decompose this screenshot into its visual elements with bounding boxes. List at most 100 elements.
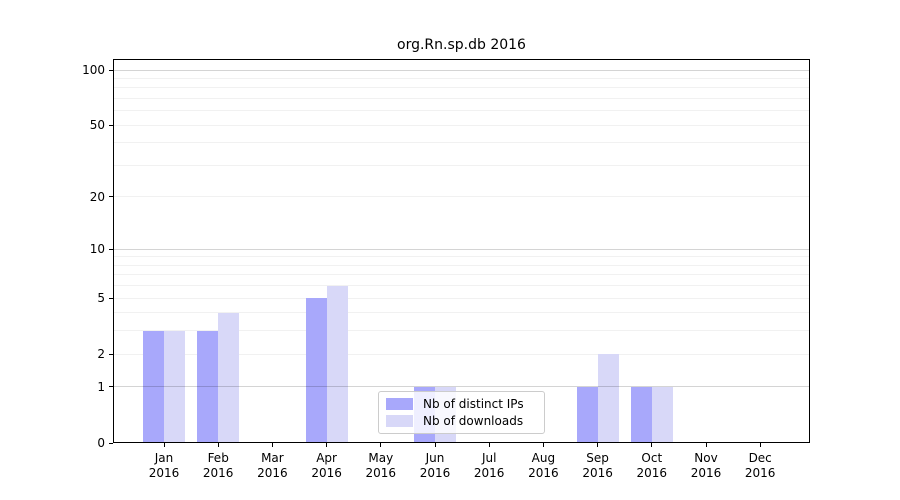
legend: Nb of distinct IPs Nb of downloads xyxy=(378,391,545,434)
x-tickmark-dec xyxy=(759,443,761,447)
bar-downloads-oct xyxy=(651,386,673,443)
bar-distinct-ips-sep xyxy=(576,386,598,443)
y-tick-label-5: 5 xyxy=(97,291,105,306)
y-tick-label-10: 10 xyxy=(89,242,105,257)
x-tick-year: 2016 xyxy=(690,466,722,480)
x-tickmark-jul xyxy=(488,443,490,447)
x-tick-label-oct: Oct 2016 xyxy=(622,451,682,481)
legend-swatch-distinct-ips xyxy=(386,398,413,410)
x-tick-month: Nov xyxy=(694,451,718,465)
minor-gridline-2 xyxy=(114,353,809,355)
x-tick-year: 2016 xyxy=(257,466,288,480)
y-tickmark-0 xyxy=(109,442,113,444)
chart-title: org.Rn.sp.db 2016 xyxy=(397,37,526,53)
y-tick-label-100: 100 xyxy=(82,63,105,77)
x-tickmark-aug xyxy=(542,443,544,447)
plot-frame xyxy=(113,59,810,443)
minor-gridline-60 xyxy=(114,110,809,112)
x-tick-label-mar: Mar 2016 xyxy=(242,451,302,481)
x-tick-label-dec: Dec 2016 xyxy=(730,451,790,481)
legend-row-1: Nb of downloads xyxy=(386,414,536,428)
x-tick-year: 2016 xyxy=(636,466,668,480)
major-gridline-10 xyxy=(114,248,809,250)
bar-downloads-sep xyxy=(597,354,619,443)
x-tick-year: 2016 xyxy=(148,466,180,480)
y-tick-label-1: 1 xyxy=(97,379,105,394)
minor-gridline-90 xyxy=(114,77,809,79)
x-tickmark-jan xyxy=(163,443,165,447)
minor-gridline-30 xyxy=(114,164,809,166)
y-tickmark-5 xyxy=(109,297,113,299)
x-tick-label-jan: Jan 2016 xyxy=(134,451,194,481)
legend-swatch-downloads xyxy=(386,415,413,427)
y-tick-label-2: 2 xyxy=(97,347,105,362)
bar-distinct-ips-oct xyxy=(630,386,652,443)
x-tick-label-may: May 2016 xyxy=(351,451,411,481)
bar-distinct-ips-jan xyxy=(143,330,164,443)
y-tick-label-50: 50 xyxy=(89,118,105,133)
minor-gridline-4 xyxy=(114,312,809,314)
x-tickmark-oct xyxy=(651,443,653,447)
x-tick-month: Oct xyxy=(641,451,663,465)
y-tickmark-1 xyxy=(109,386,113,388)
x-tick-year: 2016 xyxy=(311,466,342,480)
minor-gridline-8 xyxy=(114,264,809,266)
minor-gridline-20 xyxy=(114,196,809,198)
minor-gridline-70 xyxy=(114,97,809,99)
x-tick-month: Jul xyxy=(481,451,497,465)
x-tick-month: May xyxy=(368,451,394,465)
minor-gridline-7 xyxy=(114,274,809,276)
x-tickmark-jun xyxy=(434,443,436,447)
bar-downloads-feb xyxy=(218,312,240,443)
x-tick-year: 2016 xyxy=(744,466,776,480)
y-tickmark-20 xyxy=(109,196,113,198)
legend-row-0: Nb of distinct IPs xyxy=(386,397,536,411)
x-tick-label-jul: Jul 2016 xyxy=(459,451,519,481)
y-tick-label-0: 0 xyxy=(97,436,105,450)
minor-gridline-80 xyxy=(114,87,809,89)
minor-gridline-5 xyxy=(114,297,809,299)
x-tickmark-may xyxy=(380,443,382,447)
y-tickmark-100 xyxy=(109,69,113,71)
legend-label-downloads: Nb of downloads xyxy=(423,414,524,428)
bar-distinct-ips-feb xyxy=(197,330,219,443)
x-tick-label-apr: Apr 2016 xyxy=(297,451,357,481)
x-tick-year: 2016 xyxy=(582,466,613,480)
x-tick-label-sep: Sep 2016 xyxy=(568,451,628,481)
x-tick-month: Jan xyxy=(154,451,174,465)
x-tickmark-apr xyxy=(326,443,328,447)
minor-gridline-40 xyxy=(114,142,809,144)
x-tick-month: Mar xyxy=(261,451,284,465)
x-tick-month: Feb xyxy=(207,451,229,465)
bar-downloads-jan xyxy=(164,330,185,443)
minor-gridline-3 xyxy=(114,330,809,332)
x-tick-year: 2016 xyxy=(473,466,505,480)
x-tickmark-sep xyxy=(597,443,599,447)
x-tickmark-feb xyxy=(217,443,219,447)
minor-gridline-9 xyxy=(114,256,809,258)
legend-label-distinct-ips: Nb of distinct IPs xyxy=(423,397,524,411)
x-tick-label-aug: Aug 2016 xyxy=(513,451,573,481)
bar-distinct-ips-apr xyxy=(305,298,327,443)
x-tick-year: 2016 xyxy=(528,466,559,480)
x-tick-month: Aug xyxy=(531,451,556,465)
x-tick-month: Sep xyxy=(586,451,609,465)
y-tickmark-50 xyxy=(109,124,113,126)
x-tick-month: Jun xyxy=(425,451,445,465)
major-gridline-100 xyxy=(114,69,809,71)
x-tick-label-jun: Jun 2016 xyxy=(405,451,465,481)
x-tick-month: Dec xyxy=(748,451,772,465)
x-tick-label-nov: Nov 2016 xyxy=(676,451,736,481)
x-tick-label-feb: Feb 2016 xyxy=(188,451,248,481)
x-tick-year: 2016 xyxy=(419,466,451,480)
x-tick-month: Apr xyxy=(316,451,337,465)
major-gridline-1 xyxy=(114,386,809,388)
minor-gridline-6 xyxy=(114,285,809,287)
minor-gridline-50 xyxy=(114,124,809,126)
y-tick-label-20: 20 xyxy=(89,189,105,204)
y-tickmark-10 xyxy=(109,248,113,250)
bar-downloads-apr xyxy=(326,285,348,443)
x-tickmark-mar xyxy=(271,443,273,447)
x-tick-year: 2016 xyxy=(202,466,234,480)
